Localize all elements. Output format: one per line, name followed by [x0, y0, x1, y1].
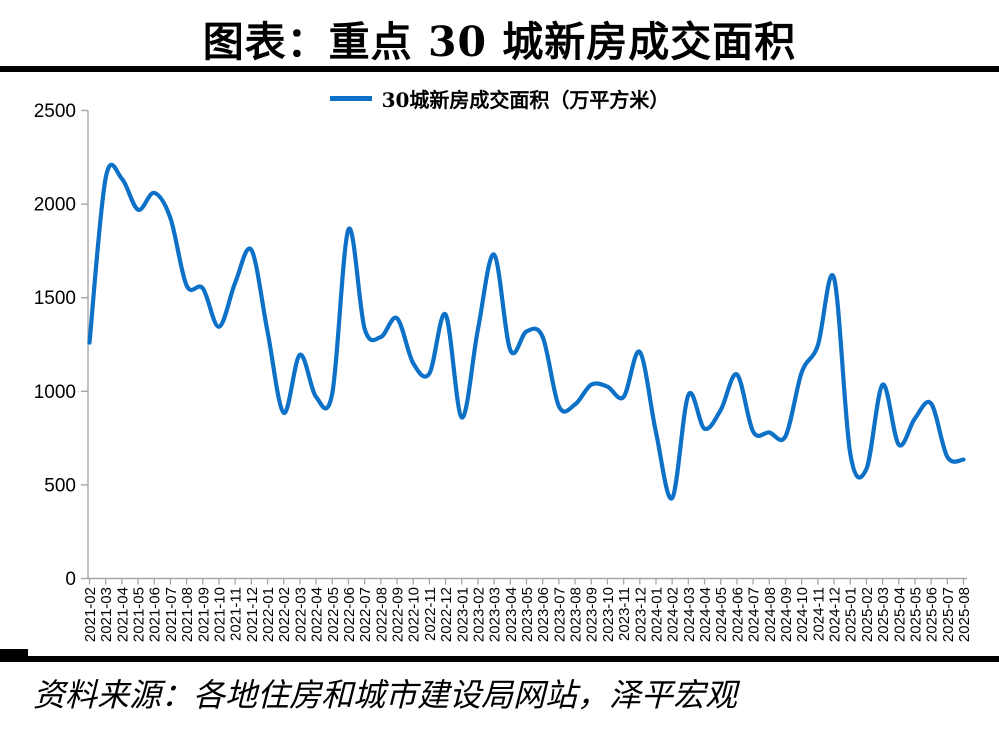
x-tick-label: 2025-07 [940, 587, 957, 642]
y-tick-label: 500 [44, 475, 76, 496]
source-note: 资料来源：各地住房和城市建设局网站，泽平宏观 [33, 676, 738, 714]
x-tick-label: 2023-09 [584, 587, 601, 642]
x-tick-label: 2023-04 [503, 587, 520, 642]
x-tick-label: 2022-07 [357, 587, 374, 642]
x-tick-label: 2021-10 [212, 587, 229, 642]
y-tick-label: 2500 [34, 101, 76, 122]
legend: 30城新房成交面积（万平方米） [0, 84, 999, 113]
x-tick-label: 2022-06 [341, 587, 358, 642]
x-tick-label: 2024-10 [794, 587, 811, 642]
x-tick-label: 2024-08 [762, 587, 779, 642]
x-tick-label: 2022-04 [309, 587, 326, 642]
x-tick-label: 2021-12 [244, 587, 261, 642]
x-tick-label: 2024-03 [681, 587, 698, 642]
x-tick-label: 2023-03 [487, 587, 504, 642]
legend-series-label: 30城新房成交面积（万平方米） [381, 88, 670, 112]
x-tick-label: 2025-01 [843, 587, 860, 642]
x-tick-label: 2021-04 [114, 587, 131, 642]
x-tick-label: 2024-11 [810, 587, 827, 641]
x-tick-label: 2024-01 [649, 587, 666, 642]
x-tick-label: 2025-08 [956, 587, 973, 642]
y-tick-label: 1500 [34, 288, 76, 309]
x-tick-label: 2023-07 [551, 587, 568, 642]
x-tick-label: 2023-10 [600, 587, 617, 642]
x-tick-label: 2022-05 [325, 587, 342, 642]
y-tick-label: 2000 [34, 195, 76, 216]
axes [87, 110, 967, 580]
x-tick-label: 2023-12 [632, 587, 649, 642]
x-tick-label: 2022-08 [373, 587, 390, 642]
x-tick-label: 2024-12 [827, 587, 844, 642]
x-tick-label: 2023-08 [568, 587, 585, 642]
top-divider [0, 66, 999, 72]
x-tick-label: 2021-06 [147, 587, 164, 642]
x-tick-label: 2023-11 [616, 587, 633, 641]
chart-title: 图表：重点 30 城新房成交面积 [202, 18, 797, 66]
x-tick-label: 2022-09 [390, 587, 407, 642]
x-axis-labels: 2021-02 2021-03 2021-04 2021-05 2021-06 2021-… [82, 587, 973, 642]
x-tick-label: 2023-05 [519, 587, 536, 642]
bottom-divider-notch [0, 649, 28, 657]
x-tick-label: 2025-05 [907, 587, 924, 642]
x-axis-ticks [88, 578, 965, 585]
y-axis-labels: 0 500 1000 1500 2000 2500 [34, 101, 76, 590]
x-tick-label: 2023-02 [470, 587, 487, 642]
bottom-divider [0, 656, 999, 662]
x-tick-label: 2025-04 [891, 587, 908, 642]
x-tick-label: 2022-12 [438, 587, 455, 642]
x-tick-label: 2021-11 [228, 587, 245, 641]
x-tick-label: 2024-07 [746, 587, 763, 642]
x-tick-label: 2021-03 [98, 587, 115, 642]
x-tick-label: 2022-11 [422, 587, 439, 641]
y-tick-label: 0 [65, 569, 76, 590]
x-tick-label: 2024-06 [729, 587, 746, 642]
x-tick-label: 2021-02 [82, 587, 99, 642]
x-tick-label: 2021-08 [179, 587, 196, 642]
x-tick-label: 2024-04 [697, 587, 714, 642]
x-tick-label: 2023-01 [454, 587, 471, 642]
x-tick-label: 2023-06 [535, 587, 552, 642]
x-tick-label: 2025-02 [859, 587, 876, 642]
y-tick-label: 1000 [34, 382, 76, 403]
x-tick-label: 2022-01 [260, 587, 277, 642]
x-tick-label: 2025-03 [875, 587, 892, 642]
y-axis-ticks [81, 109, 88, 580]
legend-line-swatch [329, 96, 372, 101]
x-tick-label: 2021-09 [195, 587, 212, 642]
x-tick-label: 2025-06 [924, 587, 941, 642]
x-tick-label: 2024-09 [778, 587, 795, 642]
x-tick-label: 2022-03 [292, 587, 309, 642]
x-tick-label: 2021-05 [131, 587, 148, 642]
x-tick-label: 2022-10 [406, 587, 423, 642]
x-tick-label: 2021-07 [163, 587, 180, 642]
series-line [87, 162, 966, 501]
x-tick-label: 2024-05 [713, 587, 730, 642]
x-tick-label: 2022-02 [276, 587, 293, 642]
x-tick-label: 2024-02 [665, 587, 682, 642]
